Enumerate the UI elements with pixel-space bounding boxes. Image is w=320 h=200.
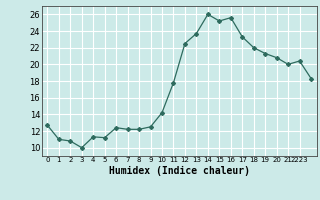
X-axis label: Humidex (Indice chaleur): Humidex (Indice chaleur) bbox=[109, 166, 250, 176]
